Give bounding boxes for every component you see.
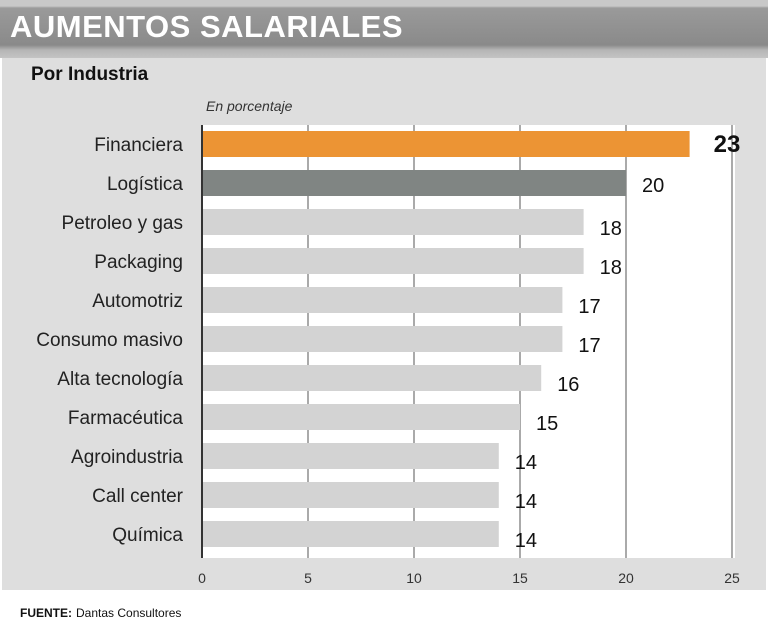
source-text: Dantas Consultores xyxy=(76,606,182,620)
data-label: 18 xyxy=(600,218,622,240)
data-label: 15 xyxy=(536,413,558,435)
source-label: FUENTE: xyxy=(20,606,72,620)
category-label: Automotriz xyxy=(92,291,183,312)
bar xyxy=(203,482,499,508)
bar xyxy=(203,326,563,352)
x-tick-label: 15 xyxy=(512,570,528,586)
data-label: 18 xyxy=(600,257,622,279)
data-label: 23 xyxy=(714,131,741,158)
category-label: Química xyxy=(112,525,183,546)
x-tick-label: 20 xyxy=(618,570,634,586)
chart-subtitle: Por Industria xyxy=(31,64,149,85)
x-tick-label: 0 xyxy=(198,570,206,586)
unit-label: En porcentaje xyxy=(206,98,293,114)
chart-title: AUMENTOS SALARIALES xyxy=(10,9,404,44)
bar xyxy=(203,443,499,469)
header-bar: AUMENTOS SALARIALES xyxy=(0,0,768,58)
bar xyxy=(203,131,690,157)
source-note: FUENTE: Dantas Consultores xyxy=(20,606,181,620)
category-label: Petroleo y gas xyxy=(62,213,183,234)
x-tick-label: 25 xyxy=(724,570,740,586)
data-label: 17 xyxy=(578,335,600,357)
data-label: 14 xyxy=(515,530,537,552)
category-label: Call center xyxy=(92,486,183,507)
bar xyxy=(203,521,499,547)
bar xyxy=(203,170,626,196)
category-label: Agroindustria xyxy=(71,447,183,468)
x-tick-label: 10 xyxy=(406,570,422,586)
data-label: 16 xyxy=(557,374,579,396)
bar xyxy=(203,248,584,274)
bar xyxy=(203,287,563,313)
data-label: 14 xyxy=(515,452,537,474)
category-label: Packaging xyxy=(94,252,183,273)
bar xyxy=(203,209,584,235)
data-label: 20 xyxy=(642,175,664,197)
category-label: Logística xyxy=(107,174,183,195)
data-label: 14 xyxy=(515,491,537,513)
category-label: Farmacéutica xyxy=(68,408,184,429)
bar xyxy=(203,404,520,430)
data-label: 17 xyxy=(578,296,600,318)
category-label: Financiera xyxy=(94,135,183,156)
category-label: Consumo masivo xyxy=(36,330,183,351)
bar xyxy=(203,365,542,391)
x-tick-label: 5 xyxy=(304,570,312,586)
category-label: Alta tecnología xyxy=(57,369,183,390)
